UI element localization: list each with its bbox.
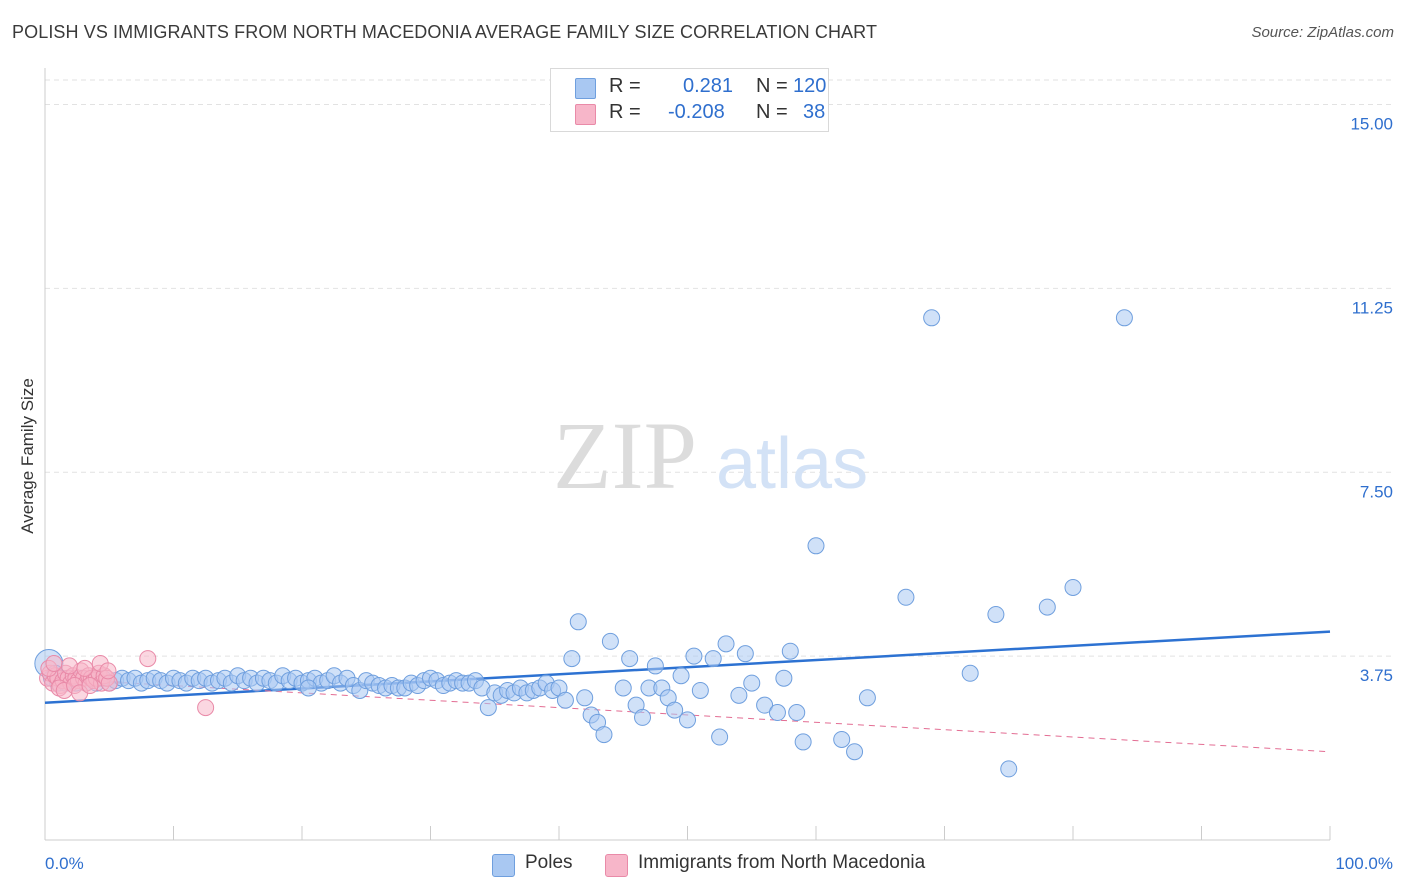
series-legend: Poles Immigrants from North Macedonia [0,852,1406,878]
grid [45,79,1393,657]
legend-n-value: 120 [793,75,827,97]
data-points [34,309,1133,778]
poles-point [833,730,851,748]
poles-point [691,681,709,699]
macedonia-swatch [605,854,628,877]
poles-point [556,691,574,709]
x-tick-label: 100.0% [1335,854,1393,873]
poles-point [743,674,761,692]
x-tick-label: 0.0% [45,854,84,873]
poles-point [717,635,735,653]
poles-point [788,704,806,722]
poles-point [923,309,941,327]
watermark-zip: ZIP [553,402,697,509]
poles-point [711,728,729,746]
trend-lines [44,630,1331,753]
poles-point [1064,578,1082,596]
source-label: Source: ZipAtlas.com [1251,24,1394,41]
poles-point [775,669,793,687]
poles-point [672,667,690,685]
poles-point [961,664,979,682]
poles-point [736,645,754,663]
macedonia-point [99,662,117,680]
poles-point [730,686,748,704]
tick-labels: 3.75 7.50 11.25 15.00 0.0% 100.0% [45,115,1393,873]
legend-r-value: -0.208 [668,101,725,123]
legend-n-value: 38 [803,101,826,123]
axes [44,68,1331,841]
poles-point [666,701,684,719]
macedonia-point [197,699,215,717]
poles-point [1115,309,1133,327]
macedonia-point [60,657,78,675]
legend-r-label: R = [609,75,641,97]
poles-point [1000,760,1018,778]
poles-point [704,650,722,668]
y-tick-label: 15.00 [1350,115,1393,134]
legend-swatch-poles [575,78,596,99]
poles-point [634,708,652,726]
macedonia-point [76,659,94,677]
legend-r-label: R = [609,101,641,123]
legend-r-value: 0.281 [683,75,734,97]
poles-point [563,650,581,668]
poles-trend-line [44,630,1331,704]
legend-n-label: N = [756,101,788,123]
macedonia-label: Immigrants from North Macedonia [638,852,926,873]
chart-title: POLISH VS IMMIGRANTS FROM NORTH MACEDONI… [12,22,878,42]
poles-point [601,632,619,650]
poles-point [595,726,613,744]
watermark: ZIP atlas [553,402,868,509]
legend-row-macedonia: R = -0.208 N = 38 [575,101,825,127]
poles-point [479,699,497,717]
legend-row-poles: R = 0.281 N = 120 [575,75,827,101]
poles-point [299,679,317,697]
y-axis-label: Average Family Size [18,378,37,534]
correlation-legend: R = 0.281 N = 120 R = -0.208 N = 38 [550,68,829,132]
poles-point [679,711,696,729]
macedonia-point [139,650,157,668]
macedonia-point [81,677,99,695]
y-tick-label: 7.50 [1360,482,1393,501]
watermark-atlas: atlas [716,424,868,504]
poles-point [987,605,1005,623]
poles-point [807,537,825,555]
poles-swatch [492,854,515,877]
y-tick-label: 3.75 [1360,666,1393,685]
poles-point [576,689,594,707]
poles-point [685,647,703,665]
poles-point [646,657,664,675]
poles-point [569,613,587,631]
poles-point [1038,598,1056,616]
legend-swatch-macedonia [575,104,596,125]
poles-point [781,642,799,660]
poles-point [846,743,864,761]
poles-point [897,588,915,606]
poles-point [621,650,639,668]
poles-point [614,679,632,697]
poles-label: Poles [525,852,573,873]
poles-point [858,689,876,707]
poles-point [768,704,786,722]
y-tick-label: 11.25 [1352,298,1393,317]
legend-n-label: N = [756,75,788,97]
poles-point [794,733,812,751]
macedonia-trend-line-dashed [122,682,1331,753]
macedonia-point [45,654,63,672]
poles-point [756,696,774,714]
